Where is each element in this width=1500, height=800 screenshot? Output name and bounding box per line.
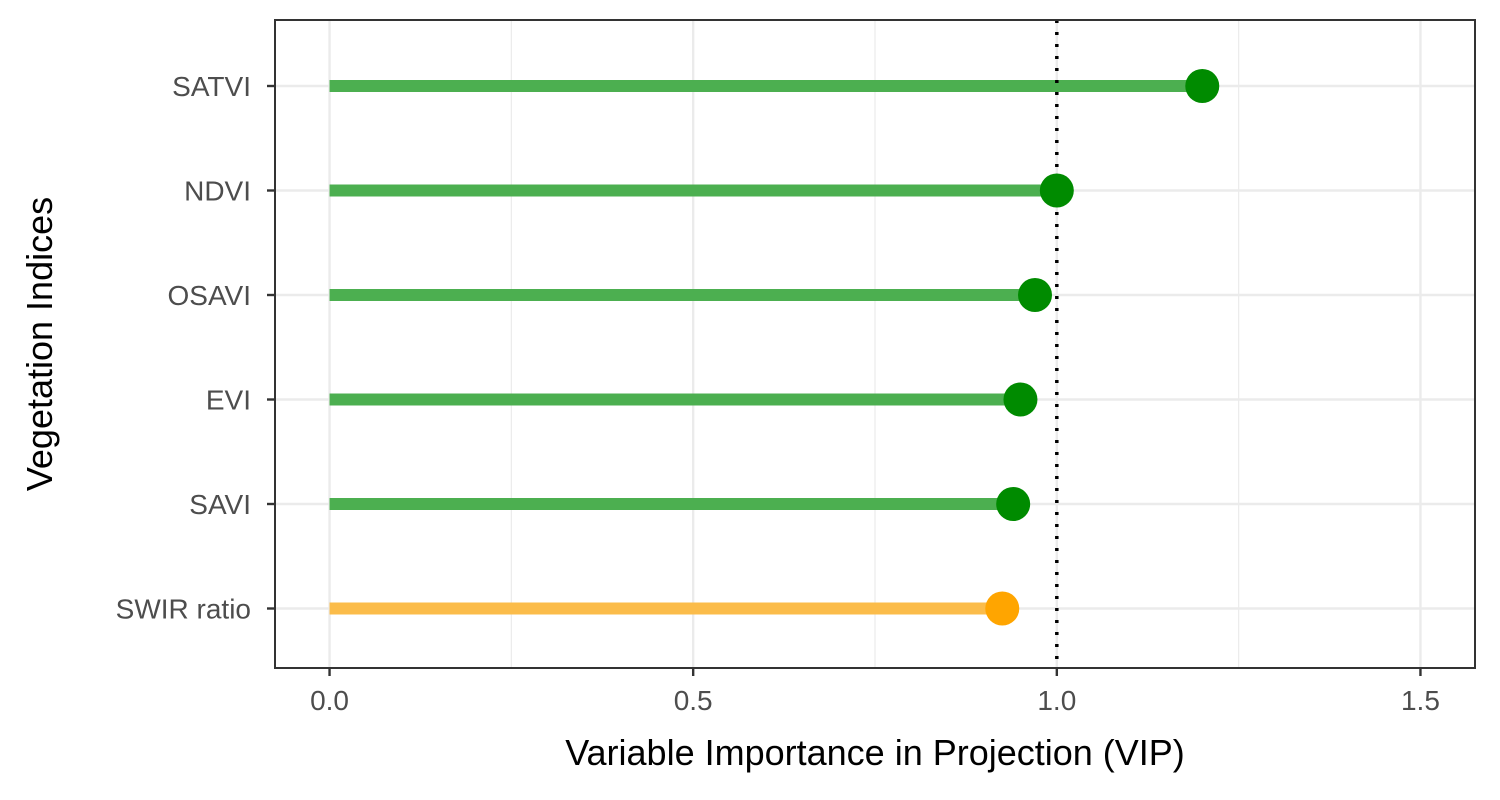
lollipop-point [996, 487, 1031, 521]
y-tick-label: NDVI [184, 176, 251, 207]
y-tick-label: OSAVI [167, 280, 251, 311]
x-axis: 0.0 0.5 1.0 1.5 [310, 668, 1440, 716]
minor-gridlines [510, 20, 1240, 668]
x-tick-label: 1.0 [1037, 685, 1076, 716]
lollipop-points [985, 69, 1220, 626]
y-tick-label: EVI [206, 385, 251, 416]
lollipop-point [1039, 173, 1074, 208]
x-tick-label: 0.5 [674, 685, 713, 716]
y-tick-label: SWIR ratio [116, 594, 251, 625]
y-axis-title: Vegetation Indices [19, 197, 60, 491]
x-axis-title: Variable Importance in Projection (VIP) [565, 732, 1185, 773]
lollipop-point [1018, 278, 1052, 312]
x-tick-label: 1.5 [1401, 685, 1440, 716]
y-tick-label: SAVI [189, 489, 251, 520]
y-tick-label: SATVI [172, 71, 251, 102]
lollipop-point [985, 591, 1020, 626]
plot-panel-border [274, 19, 1476, 669]
lollipop-stems [329, 80, 1203, 615]
lollipop-point [1185, 69, 1220, 103]
y-axis: SATVI NDVI OSAVI EVI SAVI SWIR ratio [116, 71, 275, 625]
x-tick-label: 0.0 [310, 685, 349, 716]
lollipop-point [1003, 382, 1038, 417]
